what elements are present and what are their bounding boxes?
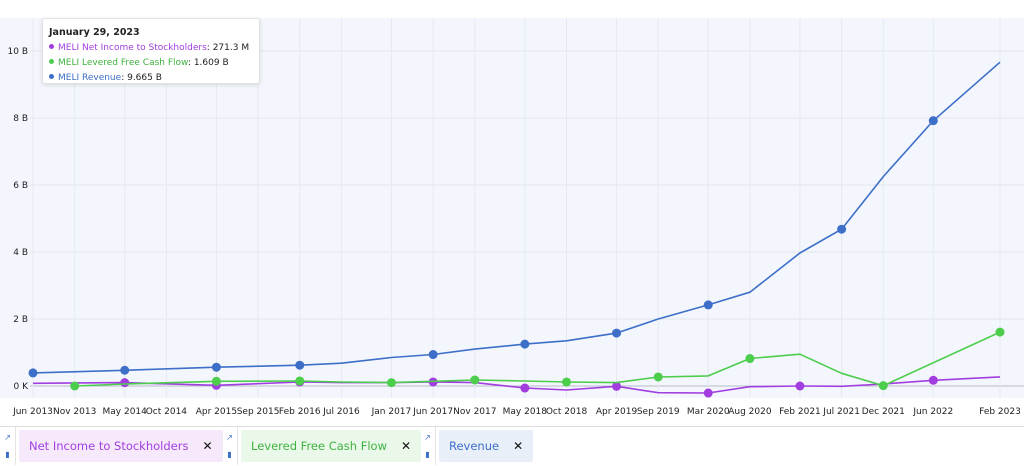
series-line-1 xyxy=(74,331,1001,387)
series-point-0 xyxy=(703,388,713,398)
legend-chip-net-income[interactable]: Net Income to Stockholders ✕ xyxy=(19,430,223,462)
x-tick-label: Jun 2017 xyxy=(412,407,453,417)
x-tick-label: Mar 2020 xyxy=(687,407,730,417)
bar-chart-icon[interactable]: ▮ xyxy=(5,449,10,459)
tooltip-row-net-income: MELI Net Income to Stockholders: 271.3 M xyxy=(49,41,253,56)
series-point-0 xyxy=(520,383,530,393)
close-icon[interactable]: ✕ xyxy=(513,439,524,453)
y-tick-label: 6 B xyxy=(13,181,28,191)
x-tick-label: Jul 2021 xyxy=(822,407,860,417)
series-point-1 xyxy=(653,372,663,382)
chart-area: 0 K 2 B 4 B 6 B 8 B 10 B Jun 2013 Nov 2013 May 2… xyxy=(0,18,1024,417)
x-tick-label: Dec 2021 xyxy=(862,407,905,417)
trend-icon[interactable]: ↗ xyxy=(4,432,11,442)
bar-chart-icon[interactable]: ▮ xyxy=(425,449,430,459)
tooltip-value: 1.609 B xyxy=(193,58,229,68)
x-tick-label: Apr 2019 xyxy=(596,407,638,417)
series-point-2 xyxy=(211,362,221,372)
x-tick-label: Aug 2020 xyxy=(728,407,772,417)
series-point-0 xyxy=(120,378,130,388)
x-tick-label: May 2018 xyxy=(503,407,548,417)
net-income-dot-icon xyxy=(49,44,54,49)
close-icon[interactable]: ✕ xyxy=(401,439,412,453)
line-chart: 0 K 2 B 4 B 6 B 8 B 10 B Jun 2013 Nov 2013 May 2… xyxy=(0,18,1024,417)
legend-label: Revenue xyxy=(449,439,500,453)
x-tick-label: Feb 2021 xyxy=(779,407,821,417)
close-icon[interactable]: ✕ xyxy=(202,439,213,453)
series-point-0 xyxy=(795,381,805,391)
series-point-1 xyxy=(470,375,480,385)
tooltip-label: MELI Net Income to Stockholders xyxy=(58,43,207,53)
series-point-2 xyxy=(428,350,438,360)
tooltip-label: MELI Levered Free Cash Flow xyxy=(58,58,188,68)
series-point-2 xyxy=(703,300,713,310)
series-point-2 xyxy=(28,368,38,378)
legend-item-fcf[interactable]: ↗ ▮ Levered Free Cash Flow ✕ xyxy=(222,427,422,465)
y-tick-label: 10 B xyxy=(8,47,29,57)
x-tick-label: Sep 2019 xyxy=(637,407,680,417)
series-point-1 xyxy=(211,376,221,386)
x-tick-label: Nov 2017 xyxy=(453,407,496,417)
bar-chart-icon[interactable]: ▮ xyxy=(227,449,232,459)
x-tick-label: Jan 2017 xyxy=(371,407,412,417)
series-point-0 xyxy=(612,381,622,391)
x-tick-label: Oct 2014 xyxy=(146,407,188,417)
tooltip-row-revenue: MELI Revenue: 9.665 B xyxy=(49,71,253,86)
tooltip-row-fcf: MELI Levered Free Cash Flow: 1.609 B xyxy=(49,56,253,71)
legend-chip-fcf[interactable]: Levered Free Cash Flow ✕ xyxy=(241,430,422,462)
y-tick-label: 8 B xyxy=(13,114,28,124)
revenue-dot-icon xyxy=(49,74,54,79)
x-tick-label: Jul 2016 xyxy=(322,407,360,417)
x-tick-label: Sep 2015 xyxy=(237,407,280,417)
y-tick-label: 4 B xyxy=(13,248,28,258)
fcf-dot-icon xyxy=(49,59,54,64)
tooltip-date: January 29, 2023 xyxy=(49,27,140,38)
tooltip-value: 271.3 M xyxy=(212,43,250,53)
series-point-1 xyxy=(70,381,80,391)
tooltip-value: 9.665 B xyxy=(127,73,162,83)
series-legend-bar: ↗ ▮ Net Income to Stockholders ✕ ↗ ▮ Lev… xyxy=(0,426,1024,466)
legend-chip-revenue[interactable]: Revenue ✕ xyxy=(439,430,534,462)
series-point-2 xyxy=(928,116,938,126)
series-point-1 xyxy=(995,327,1005,337)
x-tick-label: Nov 2013 xyxy=(53,407,96,417)
x-tick-label: May 2014 xyxy=(103,407,148,417)
series-point-0 xyxy=(928,375,938,385)
legend-item-revenue[interactable]: ↗ ▮ Revenue ✕ xyxy=(420,427,534,465)
y-tick-label: 0 K xyxy=(14,382,30,392)
x-tick-label: Feb 2016 xyxy=(279,407,321,417)
series-point-2 xyxy=(520,339,530,349)
series-point-2 xyxy=(295,360,305,370)
series-point-1 xyxy=(386,378,396,388)
series-point-1 xyxy=(562,377,572,387)
legend-label: Net Income to Stockholders xyxy=(29,439,189,453)
legend-item-net-income[interactable]: ↗ ▮ Net Income to Stockholders ✕ xyxy=(0,427,223,465)
x-tick-label: Apr 2015 xyxy=(196,407,237,417)
y-tick-label: 2 B xyxy=(13,315,28,325)
legend-label: Levered Free Cash Flow xyxy=(251,439,387,453)
x-tick-label: Feb 2023 xyxy=(979,407,1021,417)
x-tick-label: Jun 2022 xyxy=(912,407,953,417)
x-tick-label: Oct 2018 xyxy=(546,407,588,417)
series-point-1 xyxy=(745,354,755,364)
tooltip-label: MELI Revenue xyxy=(58,73,122,83)
series-point-1 xyxy=(878,381,888,391)
hover-tooltip: January 29, 2023 MELI Net Income to Stoc… xyxy=(42,18,260,84)
series-point-1 xyxy=(295,376,305,386)
trend-icon[interactable]: ↗ xyxy=(226,432,233,442)
series-point-2 xyxy=(837,224,847,234)
x-tick-label: Jun 2013 xyxy=(12,407,53,417)
trend-icon[interactable]: ↗ xyxy=(424,432,431,442)
series-point-2 xyxy=(612,328,622,338)
series-point-2 xyxy=(120,365,130,375)
